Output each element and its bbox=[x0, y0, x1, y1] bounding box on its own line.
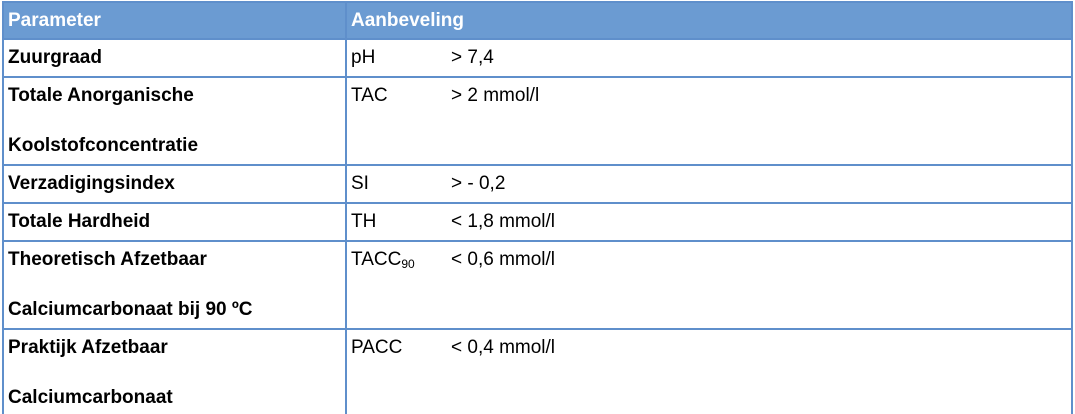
header-cell: Aanbeveling bbox=[345, 1, 1073, 40]
table-row: Totale Anorganische Koolstofconcentratie T… bbox=[2, 76, 1073, 166]
code-text: pH bbox=[351, 47, 376, 68]
parameter-cell: Totale Hardheid bbox=[2, 202, 347, 242]
recommendation-line: pH > 7,4 bbox=[351, 40, 1067, 76]
parameter-text: Totale Anorganische bbox=[8, 85, 194, 106]
header-cell: Parameter bbox=[2, 1, 347, 40]
header-row: Parameter Aanbeveling bbox=[2, 1, 1073, 40]
table-row: Praktijk Afzetbaar Calciumcarbonaat PACC < … bbox=[2, 328, 1073, 414]
code: PACC bbox=[351, 330, 451, 366]
code-text: TACC bbox=[351, 249, 402, 270]
parameter-text: Praktijk Afzetbaar bbox=[8, 337, 168, 358]
recommendation-line: PACC < 0,4 mmol/l bbox=[351, 330, 1067, 366]
parameter-text: Koolstofconcentratie bbox=[8, 135, 199, 156]
code-text: SI bbox=[351, 173, 369, 194]
code-text: TH bbox=[351, 211, 377, 232]
value: < 0,6 mmol/l bbox=[451, 249, 556, 270]
parameter-text: Verzadigingsindex bbox=[8, 173, 175, 194]
recommendation-line: TH < 1,8 mmol/l bbox=[351, 204, 1067, 240]
recommendation-cell: SI > - 0,2 bbox=[345, 164, 1073, 204]
parameter-text: Calciumcarbonaat bij 90 ºC bbox=[8, 299, 253, 320]
value: < 1,8 mmol/l bbox=[451, 211, 556, 232]
recommendation-cell: TH < 1,8 mmol/l bbox=[345, 202, 1073, 242]
value: > 7,4 bbox=[451, 47, 494, 68]
code: TAC bbox=[351, 78, 451, 114]
value: > - 0,2 bbox=[451, 173, 506, 194]
code-text: PACC bbox=[351, 337, 403, 358]
recommendation-line: TAC > 2 mmol/l bbox=[351, 78, 1067, 114]
parameter-text: Totale Hardheid bbox=[8, 211, 151, 232]
table-row: Theoretisch Afzetbaar Calciumcarbonaat bi… bbox=[2, 240, 1073, 330]
recommendation-cell: pH > 7,4 bbox=[345, 38, 1073, 78]
table-body: Zuurgraad pH > 7,4 Totale Anorganische Kools… bbox=[2, 38, 1073, 414]
parameter-cell: Theoretisch Afzetbaar Calciumcarbonaat bi… bbox=[2, 240, 347, 330]
table-row: Verzadigingsindex SI > - 0,2 bbox=[2, 164, 1073, 204]
parameter-cell: Zuurgraad bbox=[2, 38, 347, 78]
recommendation-cell: TAC > 2 mmol/l bbox=[345, 76, 1073, 166]
parameter-cell: Praktijk Afzetbaar Calciumcarbonaat bbox=[2, 328, 347, 414]
parameter-cell: Totale Anorganische Koolstofconcentratie bbox=[2, 76, 347, 166]
parameter-text: Zuurgraad bbox=[8, 47, 102, 68]
code: TH bbox=[351, 204, 451, 240]
value: > 2 mmol/l bbox=[451, 85, 540, 106]
table-row: Zuurgraad pH > 7,4 bbox=[2, 38, 1073, 78]
parameter-cell: Verzadigingsindex bbox=[2, 164, 347, 204]
recommendation-cell: PACC < 0,4 mmol/l bbox=[345, 328, 1073, 414]
recommendation-line: SI > - 0,2 bbox=[351, 166, 1067, 202]
recommendation-cell: TACC90 < 0,6 mmol/l bbox=[345, 240, 1073, 330]
value: < 0,4 mmol/l bbox=[451, 337, 556, 358]
parameter-text: Calciumcarbonaat bbox=[8, 387, 173, 408]
table-row: Totale Hardheid TH < 1,8 mmol/l bbox=[2, 202, 1073, 242]
code: TACC90 bbox=[351, 242, 451, 278]
code: pH bbox=[351, 40, 451, 76]
parameter-text: Theoretisch Afzetbaar bbox=[8, 249, 207, 270]
code-text: TAC bbox=[351, 85, 388, 106]
code: SI bbox=[351, 166, 451, 202]
code-subscript: 90 bbox=[401, 257, 415, 271]
recommendation-line: TACC90 < 0,6 mmol/l bbox=[351, 242, 1067, 278]
